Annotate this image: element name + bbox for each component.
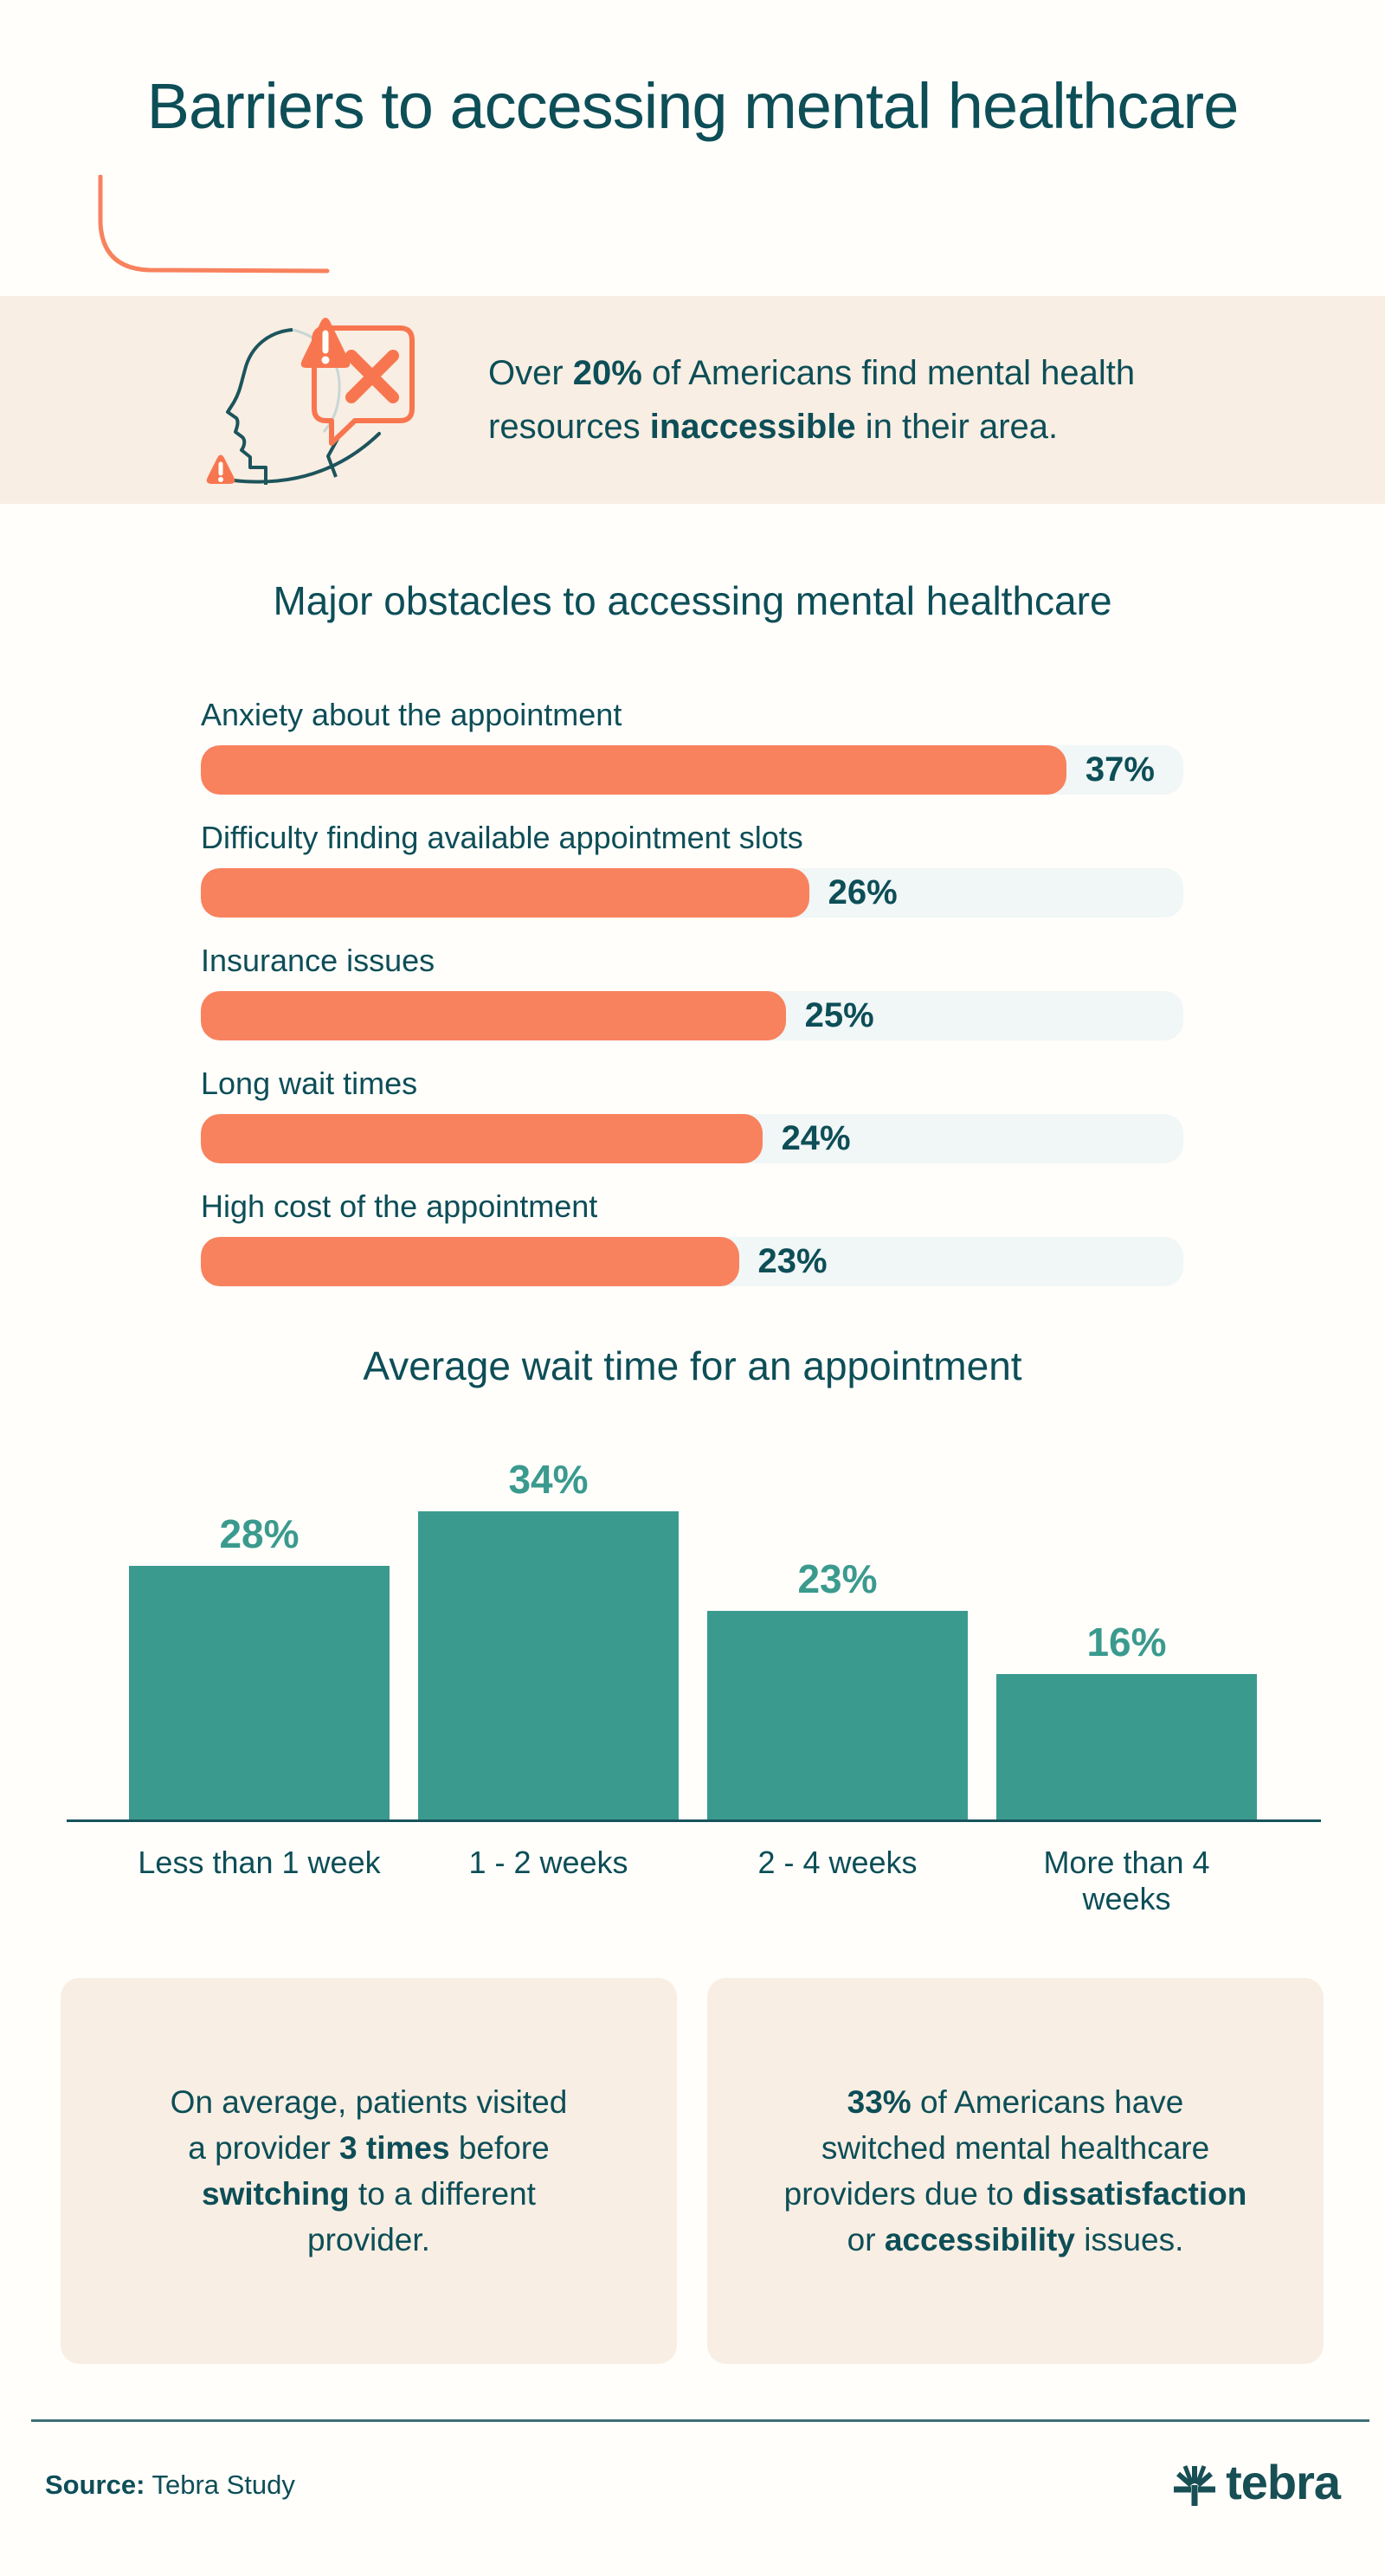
vbar [418, 1511, 679, 1820]
bar-value-label: 37% [1085, 750, 1155, 789]
vbar-category-label: 2 - 4 weeks [757, 1845, 918, 1881]
alert-banner: Over 20% of Americans find mental health… [0, 295, 1385, 504]
bar-row: High cost of the appointment 23% [201, 1188, 1183, 1286]
vbar-group: 34% [418, 1457, 679, 1820]
bar-fill [201, 1113, 763, 1163]
banner-text: Over 20% of Americans find mental health… [488, 353, 1136, 446]
vbar-chart-category-labels: Less than 1 week 1 - 2 weeks 2 - 4 weeks Mo… [129, 1845, 1257, 1917]
bar-category-label: Difficulty finding available appointment… [201, 819, 803, 855]
bar-fill [201, 1236, 739, 1286]
page-title: Barriers to accessing mental healthcare [146, 70, 1240, 142]
tebra-logo-icon [1174, 2465, 1216, 2507]
bar-track: 26% [201, 867, 1183, 918]
vbar-chart: 28% 34% 23% 16% [129, 1447, 1257, 1820]
bar-value-label: 26% [828, 873, 898, 911]
bar-category-label: Long wait times [201, 1065, 418, 1101]
vbar-chart-title: Average wait time for an appointment [363, 1343, 1022, 1388]
bar-track: 25% [201, 990, 1183, 1040]
bar-value-label: 24% [781, 1118, 851, 1157]
stat-card-switched-providers: 33% of Americans have switched mental he… [707, 1978, 1324, 2365]
bar-row: Long wait times 24% [201, 1066, 1183, 1163]
bar-value-label: 23% [757, 1241, 828, 1280]
decorative-curve [98, 175, 330, 274]
stat-card-text: 33% of Americans have switched mental he… [783, 2084, 1247, 2258]
tebra-logo-text: tebra [1226, 2455, 1341, 2510]
header: Barriers to accessing mental healthcare [0, 70, 1385, 274]
source-text: Source: Tebra Study [45, 2470, 295, 2501]
bar-fill [201, 990, 786, 1040]
bar-track: 23% [201, 1236, 1183, 1286]
vbar-value-label: 34% [508, 1457, 589, 1503]
bar-fill [201, 867, 809, 918]
vbar-value-label: 28% [219, 1511, 300, 1557]
bar-category-label: Insurance issues [201, 942, 435, 978]
bar-track: 37% [201, 744, 1183, 795]
vbar-category-label: Less than 1 week [138, 1845, 381, 1881]
vbar-group: 16% [996, 1620, 1257, 1820]
hbar-chart: Anxiety about the appointment 37% Difficul… [201, 697, 1183, 1286]
vbar-value-label: 23% [797, 1556, 878, 1602]
footer: Source: Tebra Study tebra [45, 2455, 1341, 2512]
stat-cards: On average, patients visited a provider … [61, 1978, 1385, 2365]
vbar [707, 1611, 968, 1820]
head-alert-icon [206, 318, 415, 486]
vbar-group: 28% [129, 1511, 390, 1820]
vbar [996, 1674, 1257, 1820]
vbar-chart-axis [67, 1819, 1321, 1823]
bar-track: 24% [201, 1113, 1183, 1163]
vbar-category-label: More than 4 weeks [1043, 1845, 1210, 1917]
source-label: Source: [45, 2470, 145, 2501]
hbar-chart-title: Major obstacles to accessing mental heal… [273, 577, 1112, 623]
footer-divider [31, 2419, 1369, 2423]
stat-card-switching: On average, patients visited a provider … [61, 1978, 677, 2365]
vbar-category-label: 1 - 2 weeks [468, 1845, 628, 1881]
bar-fill [201, 744, 1066, 795]
bar-row: Insurance issues 25% [201, 943, 1183, 1040]
bar-value-label: 25% [804, 995, 874, 1034]
vbar-value-label: 16% [1086, 1620, 1167, 1665]
bar-row: Difficulty finding available appointment… [201, 820, 1183, 918]
bar-category-label: Anxiety about the appointment [201, 696, 622, 732]
vbar [129, 1566, 390, 1820]
stat-card-text: On average, patients visited a provider … [170, 2084, 568, 2258]
source-value: Tebra Study [145, 2470, 295, 2501]
vbar-group: 23% [707, 1556, 968, 1820]
bar-category-label: High cost of the appointment [201, 1188, 598, 1224]
bar-row: Anxiety about the appointment 37% [201, 697, 1183, 795]
tebra-logo: tebra [1172, 2455, 1341, 2512]
